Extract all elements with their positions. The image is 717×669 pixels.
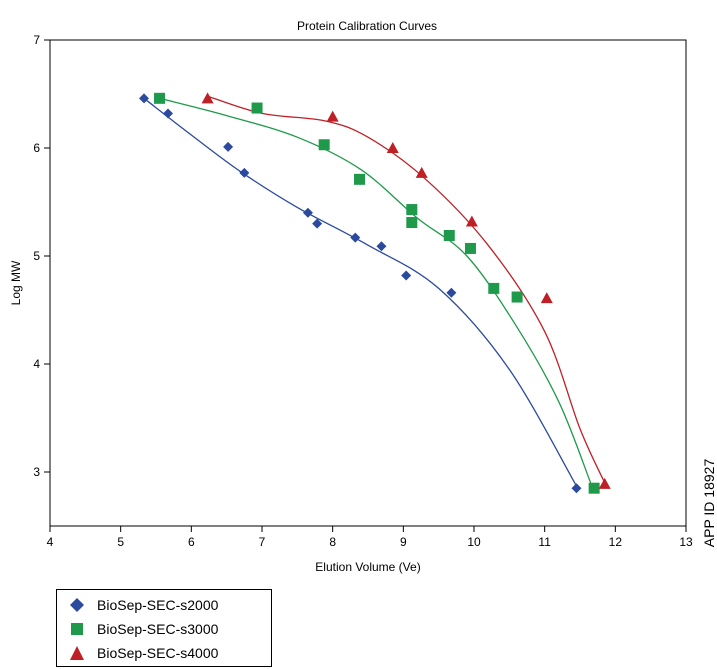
x-tick-label: 5 — [117, 535, 124, 549]
y-tick-label: 4 — [33, 357, 40, 371]
diamond-point — [376, 241, 387, 252]
y-tick-label: 6 — [33, 141, 40, 155]
legend-label: BioSep-SEC-s4000 — [97, 645, 219, 661]
square-point — [464, 242, 476, 254]
legend-item-s2000: BioSep-SEC-s2000 — [57, 594, 218, 616]
triangle-point — [201, 92, 214, 104]
chart-legend: BioSep-SEC-s2000 BioSep-SEC-s3000 BioSep… — [56, 589, 272, 667]
triangle-point — [386, 142, 399, 153]
axis-ticks: 4 5 6 7 8 9 10 11 12 13 3 4 5 6 7 — [33, 33, 693, 549]
x-tick-label: 8 — [329, 535, 336, 549]
diamond-point — [571, 483, 582, 494]
triangle-point — [415, 166, 428, 178]
triangle-point — [540, 292, 553, 304]
side-note-id: APP ID 18927 — [701, 459, 717, 548]
x-axis-label: Elution Volume (Ve) — [315, 560, 420, 574]
square-point — [588, 482, 600, 494]
legend-item-s3000: BioSep-SEC-s3000 — [57, 618, 218, 640]
triangle-point — [598, 477, 611, 489]
diamond-point — [312, 218, 323, 229]
diamond-fit-curve — [143, 97, 578, 487]
square-point — [443, 229, 455, 241]
x-tick-label: 6 — [188, 535, 195, 549]
y-axis-label: Log MW — [9, 260, 23, 305]
square-point — [406, 217, 418, 229]
fit-curves — [143, 95, 606, 487]
legend-square-marker — [57, 618, 97, 640]
square-point — [511, 291, 523, 303]
chart-title: Protein Calibration Curves — [297, 19, 437, 33]
y-tick-label: 7 — [33, 33, 40, 47]
square-point — [488, 282, 500, 294]
legend-triangle-marker — [57, 642, 97, 664]
square-fit-curve — [159, 97, 592, 484]
diamond-point — [350, 232, 361, 243]
diamond-point — [138, 93, 149, 104]
square-point — [251, 102, 263, 114]
triangle-fit-curve — [207, 95, 606, 484]
x-tick-label: 10 — [467, 535, 481, 549]
x-tick-label: 11 — [538, 535, 551, 549]
square-point — [354, 173, 366, 185]
data-points — [138, 92, 611, 494]
x-tick-label: 9 — [400, 535, 407, 549]
y-tick-label: 3 — [33, 465, 40, 479]
diamond-point — [163, 108, 174, 119]
x-tick-label: 7 — [259, 535, 266, 549]
triangle-point — [465, 215, 478, 227]
legend-diamond-marker — [57, 594, 97, 616]
square-point — [154, 92, 166, 104]
legend-label: BioSep-SEC-s3000 — [97, 621, 219, 637]
diamond-point — [446, 287, 457, 298]
y-tick-label: 5 — [33, 249, 40, 263]
legend-label: BioSep-SEC-s2000 — [97, 597, 219, 613]
triangle-point — [326, 110, 339, 122]
legend-item-s4000: BioSep-SEC-s4000 — [57, 642, 218, 664]
plot-area — [49, 39, 687, 527]
square-point — [318, 139, 330, 151]
diamond-point — [302, 207, 313, 218]
diamond-point — [239, 167, 250, 178]
square-point — [406, 204, 418, 216]
diamond-point — [401, 270, 412, 281]
x-tick-label: 4 — [47, 535, 54, 549]
x-tick-label: 13 — [679, 535, 693, 549]
diamond-point — [223, 141, 234, 152]
x-tick-label: 12 — [609, 535, 623, 549]
